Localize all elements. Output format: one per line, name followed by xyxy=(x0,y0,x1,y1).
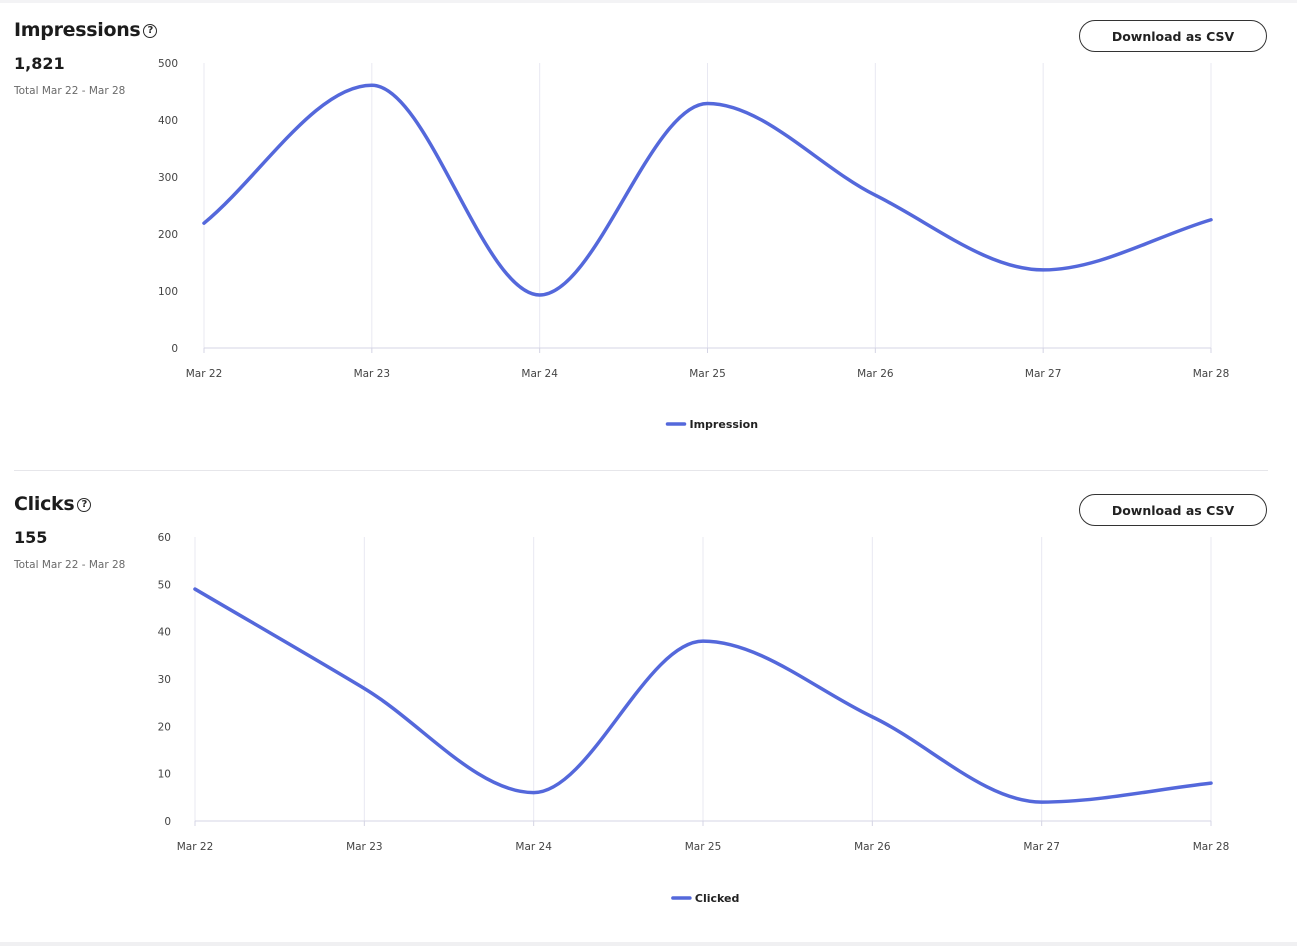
x-tick-label: Mar 23 xyxy=(354,368,391,380)
y-tick-label: 20 xyxy=(158,721,171,733)
help-circle-icon[interactable]: ? xyxy=(143,23,158,38)
section-divider xyxy=(14,470,1268,471)
clicks-chart: 0 10 20 30 40 50 60 Mar 22 Mar 23 Mar 24 Mar 25 Mar… xyxy=(158,532,1230,905)
clicks-total: 155 xyxy=(14,528,48,547)
y-tick-label: 0 xyxy=(171,343,178,355)
x-tick-label: Mar 22 xyxy=(186,368,223,380)
y-tick-label: 50 xyxy=(158,579,171,591)
x-tick-label: Mar 25 xyxy=(689,368,726,380)
impressions-panel: Impressions ? 1,821 Total Mar 22 - Mar 2… xyxy=(0,0,1297,471)
x-tick-label: Mar 28 xyxy=(1193,368,1230,380)
y-tick-label: 40 xyxy=(158,627,171,639)
x-tick-label: Mar 27 xyxy=(1025,368,1062,380)
top-border xyxy=(0,0,1297,3)
y-tick-label: 200 xyxy=(158,229,178,241)
y-tick-label: 30 xyxy=(158,674,171,686)
series-line-clicked xyxy=(193,587,1213,804)
y-tick-label: 100 xyxy=(158,286,178,298)
bottom-border xyxy=(0,942,1297,946)
x-tick-label: Mar 25 xyxy=(685,841,722,853)
x-tick-label: Mar 27 xyxy=(1023,841,1060,853)
help-circle-icon[interactable]: ? xyxy=(77,497,92,512)
y-tick-label: 500 xyxy=(158,58,178,70)
x-tick-label: Mar 26 xyxy=(857,368,894,380)
y-tick-label: 0 xyxy=(164,816,171,828)
legend-label: Impression xyxy=(690,418,759,431)
impressions-header: Impressions ? xyxy=(14,19,158,41)
series-line-impression xyxy=(202,83,1213,297)
clicks-header: Clicks ? xyxy=(14,493,92,515)
impressions-date-range: Total Mar 22 - Mar 28 xyxy=(14,85,126,97)
impressions-chart: 0 100 200 300 400 500 Mar 22 Mar 23 Mar 24 Mar 25… xyxy=(158,58,1230,431)
x-tick-label: Mar 23 xyxy=(346,841,383,853)
x-tick-label: Mar 26 xyxy=(854,841,891,853)
x-tick-label: Mar 28 xyxy=(1193,841,1230,853)
x-tick-label: Mar 24 xyxy=(521,368,558,380)
impressions-title: Impressions xyxy=(14,19,141,41)
clicks-panel: Clicks ? 155 Total Mar 22 - Mar 28 Downl… xyxy=(0,474,1297,944)
clicks-date-range: Total Mar 22 - Mar 28 xyxy=(14,559,126,571)
y-tick-label: 400 xyxy=(158,115,178,127)
impressions-total: 1,821 xyxy=(14,54,65,73)
y-tick-label: 60 xyxy=(158,532,171,544)
y-tick-label: 300 xyxy=(158,172,178,184)
legend-label: Clicked xyxy=(695,892,740,905)
clicks-title: Clicks xyxy=(14,493,75,515)
y-tick-label: 10 xyxy=(158,769,171,781)
x-tick-label: Mar 22 xyxy=(177,841,214,853)
x-tick-label: Mar 24 xyxy=(515,841,552,853)
clicks-download-csv-button[interactable]: Download as CSV xyxy=(1079,494,1267,526)
impressions-download-csv-button[interactable]: Download as CSV xyxy=(1079,20,1267,52)
